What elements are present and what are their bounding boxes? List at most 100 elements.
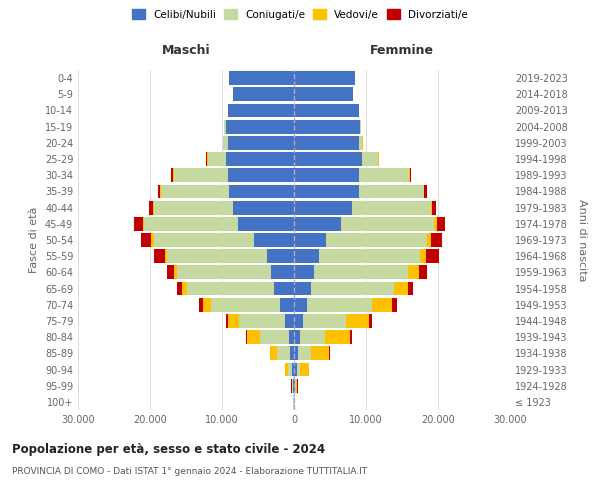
Bar [178, 266, 271, 280]
Bar [352, 200, 431, 214]
Bar [326, 233, 427, 247]
Bar [300, 330, 325, 344]
Bar [292, 379, 293, 392]
Bar [208, 152, 226, 166]
Bar [233, 200, 294, 214]
Bar [302, 314, 346, 328]
Bar [154, 250, 165, 263]
Bar [274, 282, 294, 296]
Bar [178, 282, 182, 296]
Bar [369, 314, 372, 328]
Bar [297, 362, 301, 376]
Bar [171, 168, 173, 182]
Bar [409, 282, 413, 296]
Bar [226, 314, 228, 328]
Bar [431, 200, 432, 214]
Bar [294, 362, 297, 376]
Bar [362, 152, 378, 166]
Bar [182, 282, 187, 296]
Bar [228, 136, 294, 149]
Bar [434, 217, 437, 230]
Bar [350, 330, 352, 344]
Bar [165, 250, 167, 263]
Bar [408, 266, 419, 280]
Bar [296, 379, 298, 392]
Bar [149, 200, 153, 214]
Bar [431, 233, 442, 247]
Bar [294, 136, 359, 149]
Bar [187, 282, 274, 296]
Bar [294, 282, 311, 296]
Bar [228, 104, 294, 118]
Bar [289, 330, 294, 344]
Bar [233, 88, 294, 101]
Bar [346, 314, 369, 328]
Bar [314, 266, 408, 280]
Bar [359, 168, 409, 182]
Bar [167, 266, 174, 280]
Text: Femmine: Femmine [370, 44, 434, 58]
Bar [167, 250, 266, 263]
Bar [238, 217, 294, 230]
Bar [359, 184, 424, 198]
Bar [266, 250, 294, 263]
Bar [228, 314, 239, 328]
Bar [239, 314, 286, 328]
Bar [294, 71, 355, 85]
Bar [226, 120, 294, 134]
Bar [424, 184, 427, 198]
Bar [294, 379, 295, 392]
Bar [294, 298, 307, 312]
Bar [294, 168, 359, 182]
Bar [143, 217, 144, 230]
Bar [432, 200, 436, 214]
Bar [420, 250, 426, 263]
Bar [329, 346, 330, 360]
Bar [154, 233, 254, 247]
Bar [144, 217, 238, 230]
Bar [294, 88, 353, 101]
Bar [270, 346, 277, 360]
Bar [293, 379, 294, 392]
Bar [294, 266, 314, 280]
Bar [226, 152, 294, 166]
Bar [392, 298, 397, 312]
Bar [294, 346, 298, 360]
Y-axis label: Fasce di età: Fasce di età [29, 207, 39, 273]
Bar [280, 298, 294, 312]
Bar [254, 233, 294, 247]
Bar [298, 346, 311, 360]
Text: PROVINCIA DI COMO - Dati ISTAT 1° gennaio 2024 - Elaborazione TUTTITALIA.IT: PROVINCIA DI COMO - Dati ISTAT 1° gennai… [12, 468, 367, 476]
Bar [292, 362, 294, 376]
Bar [290, 346, 294, 360]
Bar [294, 233, 326, 247]
Bar [199, 298, 203, 312]
Text: Maschi: Maschi [161, 44, 211, 58]
Bar [161, 184, 229, 198]
Bar [158, 184, 160, 198]
Bar [294, 184, 359, 198]
Bar [224, 120, 226, 134]
Bar [294, 120, 360, 134]
Bar [341, 217, 434, 230]
Bar [228, 168, 294, 182]
Bar [247, 330, 260, 344]
Bar [151, 233, 154, 247]
Bar [325, 330, 350, 344]
Bar [206, 152, 207, 166]
Bar [394, 282, 409, 296]
Bar [319, 250, 420, 263]
Bar [154, 200, 233, 214]
Bar [203, 298, 211, 312]
Bar [229, 71, 294, 85]
Bar [437, 217, 445, 230]
Bar [372, 298, 392, 312]
Bar [426, 250, 439, 263]
Bar [174, 168, 228, 182]
Bar [307, 298, 372, 312]
Bar [134, 217, 143, 230]
Bar [288, 362, 292, 376]
Bar [410, 168, 411, 182]
Bar [311, 346, 329, 360]
Bar [286, 314, 294, 328]
